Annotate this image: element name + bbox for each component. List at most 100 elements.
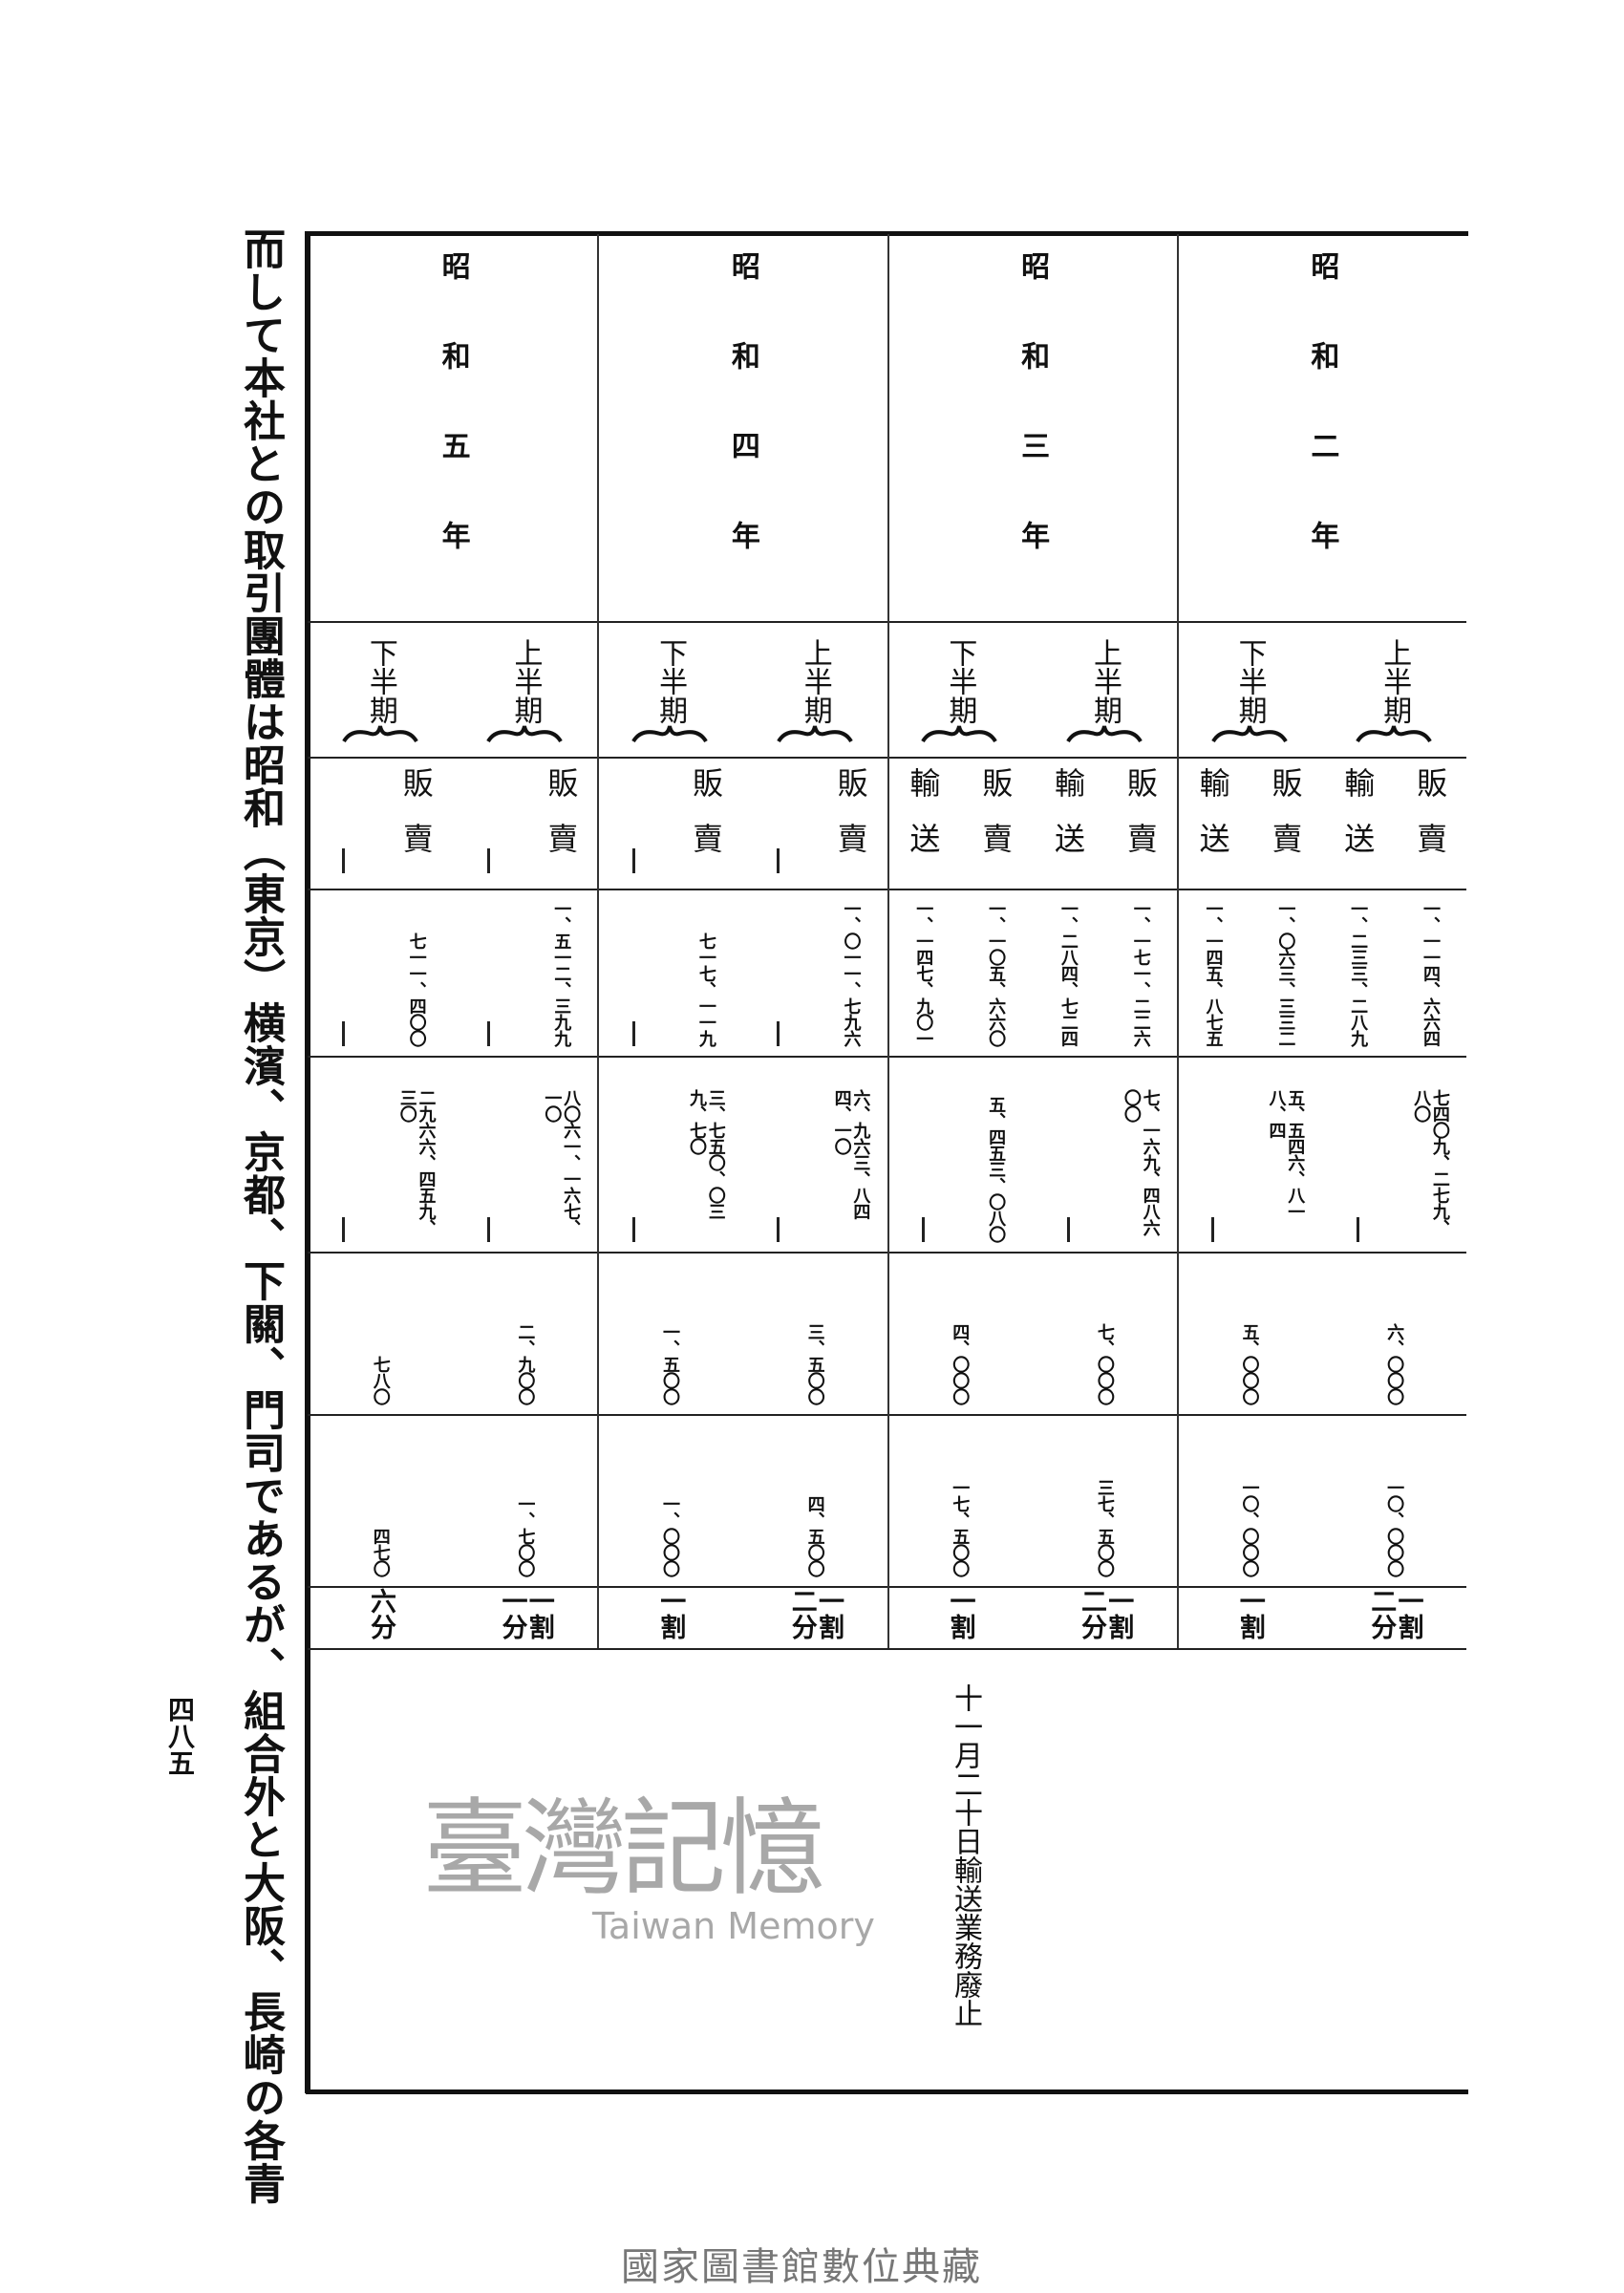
sales-header: 販賣 [1250, 757, 1322, 889]
half-period-label: 下半期 [943, 638, 977, 724]
half-period-header: 下半期 [887, 621, 1033, 757]
dash-mark [342, 1021, 346, 1046]
dividend-rate: 一割二分 [1076, 1587, 1134, 1639]
dash-mark [631, 1021, 635, 1046]
table-left-rule [305, 231, 310, 2093]
transport-value: 一、二三三、二八九 [1321, 889, 1394, 1056]
row3-value: 七八〇 [308, 1252, 453, 1414]
transport-header [742, 757, 815, 889]
dash-mark [631, 848, 635, 873]
transport-label: 輸送 [1050, 767, 1087, 878]
half-period-header: 上半期 [453, 621, 598, 757]
footer-credit: 國家圖書館數位典藏 [621, 2245, 982, 2289]
half-period-header: 上半期 [1321, 621, 1466, 757]
rate-value: 一割 [887, 1586, 1033, 1648]
transport-header: 輸送 [1032, 757, 1104, 889]
watermark-logo: 臺灣記憶 Taiwan Memory [363, 1796, 879, 1978]
dash-mark [1356, 1217, 1359, 1242]
row4-value: 一〇、〇〇〇 [1321, 1414, 1466, 1586]
row4-amount: 四七〇 [370, 1528, 391, 1576]
brace-icon [486, 725, 564, 743]
sales-amount: 一、一〇五、六六〇 [986, 900, 1007, 1046]
row4-value: 四、五〇〇 [742, 1414, 887, 1586]
row3-amount: 七八〇 [370, 1356, 391, 1404]
row3-value: 一、五〇〇 [597, 1252, 742, 1414]
transport-label: 輸送 [1194, 767, 1231, 878]
sales-header: 販賣 [380, 757, 453, 889]
transport-header: 輸送 [1321, 757, 1394, 889]
sales-amount: 五、五四六、八一八、四 [1266, 1089, 1306, 1219]
sales-value: 一、一一四、六六四 [1394, 889, 1466, 1056]
year-header: 昭和五年 [308, 234, 597, 621]
row3-value: 六、〇〇〇 [1321, 1252, 1466, 1414]
dash-mark [777, 1217, 780, 1242]
transport-value [597, 1056, 670, 1252]
row-rule [308, 1648, 1466, 1650]
table-note: 十一月二十日輸送業務廢止 [949, 1683, 982, 2027]
row4-value: 一、七〇〇 [453, 1414, 598, 1586]
transport-value [1032, 1056, 1104, 1252]
year-label: 昭和五年 [436, 251, 470, 611]
row3-value: 五、〇〇〇 [1177, 1252, 1322, 1414]
sales-value: 一、一七一、二二六 [1104, 889, 1177, 1056]
dash-mark [631, 1217, 635, 1242]
sales-value: 七、一六九、四八六〇〇 [1104, 1056, 1177, 1252]
transport-value [453, 889, 525, 1056]
row4-value: 一、〇〇〇 [597, 1414, 742, 1586]
sales-value: 六、九六三、八四四、一〇 [815, 1056, 887, 1252]
sales-value: 二九六六、四五九、三〇 [380, 1056, 453, 1252]
transport-value: 一、二八四、七二四 [1032, 889, 1104, 1056]
sales-label: 販賣 [832, 767, 869, 878]
sales-label: 販賣 [1412, 767, 1449, 878]
sales-header: 販賣 [815, 757, 887, 889]
sales-amount: 一、一七一、二二六 [1130, 900, 1151, 1046]
dividend-rate: 一割二分 [786, 1587, 844, 1639]
dash-mark [487, 848, 491, 873]
dash-mark [342, 848, 346, 873]
sales-header: 販賣 [959, 757, 1032, 889]
row4-value: 三七、五〇〇 [1032, 1414, 1177, 1586]
brace-icon [631, 725, 708, 743]
row3-amount: 一、五〇〇 [659, 1323, 680, 1404]
rate-value: 一割二分 [1321, 1586, 1466, 1648]
half-period-label: 上半期 [798, 638, 832, 724]
transport-value [453, 1056, 525, 1252]
transport-header [308, 757, 380, 889]
row4-amount: 一〇、〇〇〇 [1384, 1479, 1405, 1576]
sales-amount: 七一一、四〇〇 [406, 932, 427, 1046]
sales-header: 販賣 [1394, 757, 1466, 889]
transport-value: 一、一四七、九〇一 [887, 889, 960, 1056]
row3-amount: 五、〇〇〇 [1239, 1323, 1260, 1404]
sales-value: 七一一、四〇〇 [380, 889, 453, 1056]
sales-amount: 六、九六三、八四四、一〇 [831, 1089, 871, 1219]
brace-icon [1066, 725, 1143, 743]
watermark-chinese: 臺灣記憶 [422, 1788, 825, 1910]
sales-header: 販賣 [1104, 757, 1177, 889]
dividend-rate: 六分 [365, 1587, 395, 1639]
sales-value: 五、四五三、〇八〇 [959, 1056, 1032, 1252]
rate-value: 一割二分 [742, 1586, 887, 1648]
sales-amount: 七、一六九、四八六〇〇 [1121, 1089, 1161, 1235]
half-period-label: 下半期 [1232, 638, 1267, 724]
row3-amount: 六、〇〇〇 [1384, 1323, 1405, 1404]
sales-header: 販賣 [524, 757, 597, 889]
sales-amount: 二九六六、四五九、三〇 [396, 1089, 437, 1235]
sales-value: 三、七五〇、〇三九、七〇 [670, 1056, 742, 1252]
transport-header: 輸送 [1177, 757, 1250, 889]
sales-value: 一、〇一一、七九六 [815, 889, 887, 1056]
sales-value: 一、〇六三、三三二 [1250, 889, 1322, 1056]
brace-icon [776, 725, 853, 743]
year-divider [1176, 234, 1179, 1648]
transport-amount: 一、一四五、八七五 [1203, 900, 1224, 1046]
row4-amount: 一、〇〇〇 [659, 1495, 680, 1576]
year-header: 昭和四年 [597, 234, 887, 621]
sales-amount: 一、五一二、三九九 [551, 900, 572, 1046]
row4-amount: 三七、五〇〇 [1094, 1479, 1115, 1576]
brace-icon [921, 725, 998, 743]
row3-value: 三、五〇〇 [742, 1252, 887, 1414]
row4-amount: 一〇、〇〇〇 [1239, 1479, 1260, 1576]
year-divider [887, 234, 889, 1648]
rate-value: 一割 [597, 1586, 742, 1648]
half-period-label: 下半期 [653, 638, 688, 724]
transport-value [1177, 1056, 1250, 1252]
